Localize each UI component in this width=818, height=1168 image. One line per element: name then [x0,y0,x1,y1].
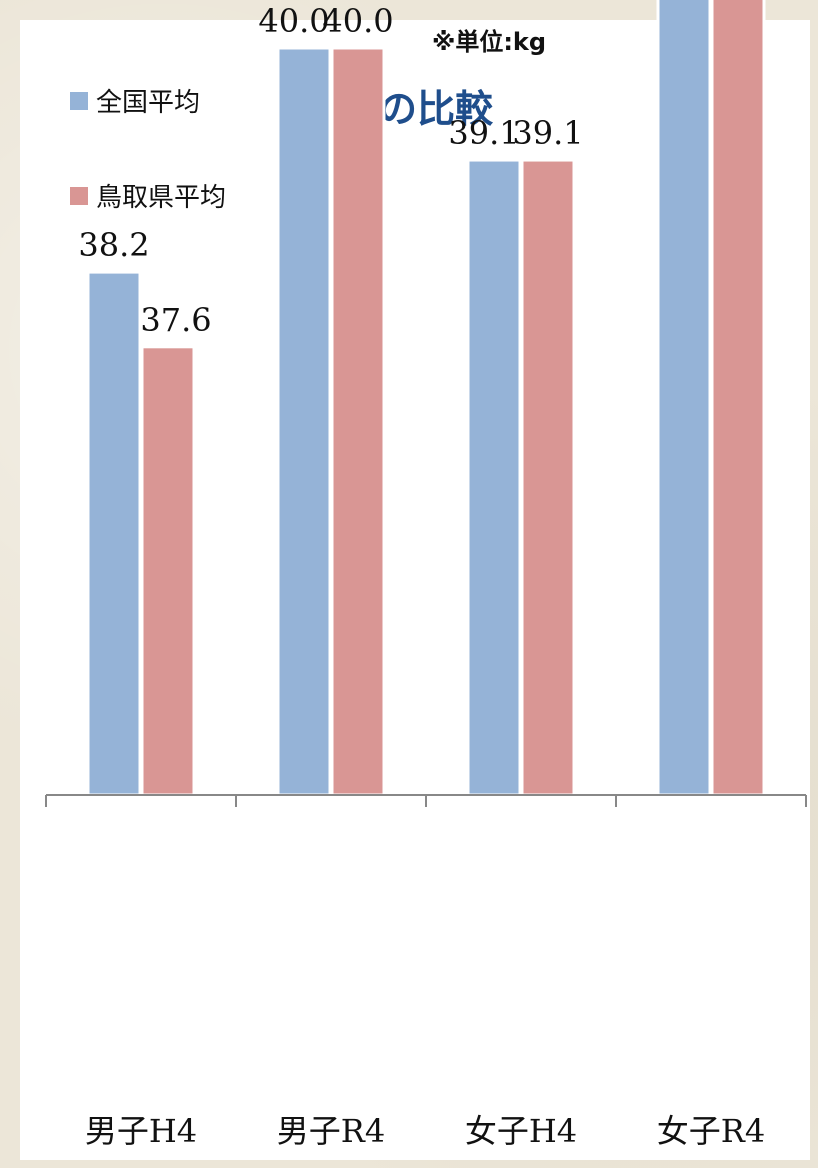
value-label-tottori-0: 37.6 [140,301,211,339]
bar-tottori-0 [140,345,196,797]
x-tick-label-1: 男子R4 [277,1112,385,1150]
value-label-tottori-1: 40.0 [322,2,393,40]
bar-national-2 [466,158,522,797]
bar-tottori-3 [710,0,766,797]
legend-swatch-national [70,92,88,110]
bar-national-3 [656,0,712,797]
bar-tottori-2 [520,158,576,797]
x-tick-label-2: 女子H4 [465,1112,577,1150]
x-tick-labels: 男子H4 男子R4 女子H4 女子R4 [85,1112,765,1150]
x-axis [45,794,807,807]
x-tick-label-3: 女子R4 [657,1112,765,1150]
legend: 全国平均 鳥取県平均 [70,88,226,213]
value-label-tottori-2: 39.1 [512,114,583,152]
legend-label-tottori: 鳥取県平均 [96,183,226,213]
value-label-national-0: 38.2 [78,226,149,264]
bar-national-1 [276,46,332,797]
x-tick-label-0: 男子H4 [85,1112,197,1150]
value-label-national-1: 40.0 [258,2,329,40]
value-labels-group: 38.237.640.040.039.139.140.540.7 [78,2,583,339]
value-label-national-2: 39.1 [448,114,519,152]
unit-note: ※単位:kg [432,28,546,56]
bar-national-0 [86,270,142,797]
legend-label-national: 全国平均 [96,88,200,118]
bar-tottori-1 [330,46,386,797]
bars-group [86,0,766,797]
legend-swatch-tottori [70,187,88,205]
